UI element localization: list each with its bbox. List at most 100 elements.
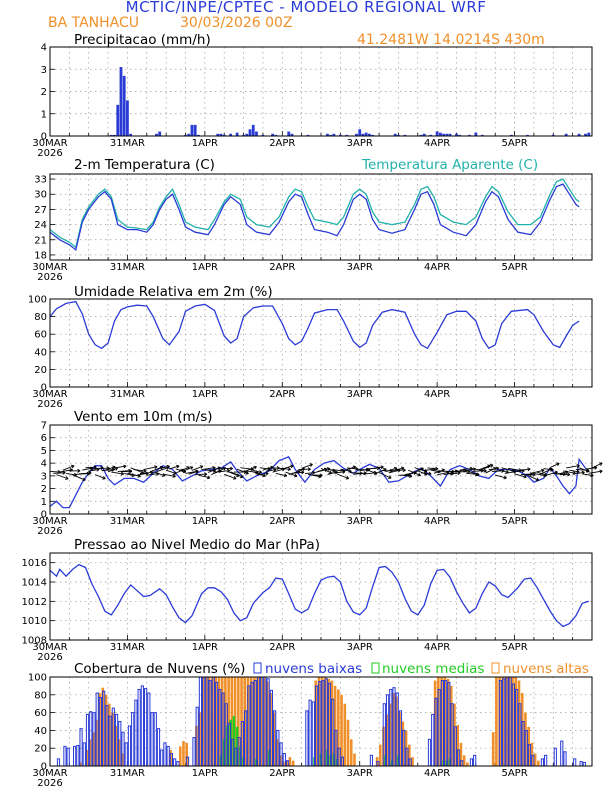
precip-ytick-label: 4 [41,43,47,54]
wind-arrow [359,469,371,472]
mslp-xtick-label: 5APR [501,642,527,653]
wind-arrow [227,470,240,477]
precip-bar [184,134,187,136]
mslp-xtick-label: 3APR [347,642,373,653]
precip-bar [261,134,265,136]
wind-arrows [49,462,603,482]
wind-arrow [72,474,86,481]
wind-arrow [156,466,170,473]
cloud-bar-high [353,753,356,766]
wind-arrow [327,471,338,475]
wind-arrow [153,471,166,477]
wind-arrow-head [129,469,133,474]
wind-arrow [178,466,190,472]
wind-arrow-head [195,470,199,474]
wind-arrow-head [294,473,298,478]
wind-arrow [56,474,69,480]
cloud-bar-low [56,758,61,767]
wind-arrow [117,470,132,472]
cloud-bar-high [237,677,240,766]
wind-arrow [437,471,449,476]
wind-arrow-head [576,469,580,474]
wind-arrow [243,466,257,473]
precip-bar [306,134,310,136]
wind-arrow-head [527,467,531,472]
wind-arrow [543,468,554,471]
wind-arrow-head [489,464,494,468]
wind-arrow-head [77,468,81,473]
precip-bar [577,133,581,136]
header-title: MCTIC/INPE/CPTEC - MODELO REGIONAL WRF [126,0,487,16]
wind-arrow [62,465,75,471]
mslp-panel: 1008 1010 1012 1014 1016 30MAR 31MAR 1APR 2APR 3A… [22,552,593,663]
wind-arrow [511,470,525,473]
wind-arrow-head [543,472,548,477]
precip-bar [403,134,407,136]
header-coords: 41.2481W 14.0214S 430m [357,32,545,48]
wind-arrow [488,467,499,471]
cloud-bar-high [537,760,540,766]
cloud-bar-high [343,703,347,766]
wind-arrow [253,471,266,477]
wind-arrow-head [172,474,176,478]
cloud-bar-high [462,755,466,766]
clouds-ytick-label: 80 [34,690,47,701]
precip-bar [584,133,587,136]
wind-arrow-head [65,476,69,480]
mslp-ytick-label: 1010 [22,616,47,627]
wind-arrow [517,468,531,472]
clouds-xtick-label: 30MAR [32,768,67,779]
wind-arrow [104,466,116,471]
wind-xtick-label: 2APR [269,516,295,527]
wind-ytick-label: 0 [41,510,47,521]
wind-arrow-head [283,473,288,478]
rh-panel: 0 20 40 60 80 100 30MAR 31MAR 1APR 2APR 3APR 4APR 5A… [28,295,593,410]
wind-arrow [88,468,100,472]
precip-bar [129,133,133,136]
wind-arrow-head [70,464,75,469]
wind-arrow [449,472,461,475]
cloud-bar-low [79,728,83,767]
wind-arrow-head [82,477,86,482]
precip-ytick-label: 3 [41,65,47,76]
precip-bar [355,133,358,136]
precip-xtick-label: 30MAR [32,138,67,149]
wind-arrow [401,474,413,477]
cloud-bar-high [185,742,188,766]
temp-title: 2-m Temperatura (C) [74,157,215,173]
temp-ytick-label: 18 [34,250,47,261]
clouds-year-label: 2026 [37,778,62,789]
wind-arrow-head [319,473,323,478]
cloud-bar-high [491,732,495,766]
cloud-bar-high [288,757,292,766]
wind-arrow-head [206,475,211,480]
temp-xtick-label: 30MAR [32,262,67,273]
mslp-frame [49,552,593,641]
mslp-xtick-label: 1APR [192,642,218,653]
wind-ytick-label: 6 [41,433,47,444]
clouds-ytick-label: 100 [28,673,47,684]
wind-arrow [79,472,92,475]
precip-bar [338,134,342,136]
wind-arrow-head [253,465,257,470]
wind-arrow [146,473,160,476]
wind-arrow-head [176,464,180,469]
precip-bar [332,133,336,136]
cloud-bar-low [73,745,77,767]
cloud-bar-low [579,761,583,767]
wind-arrow [578,467,590,473]
wind-arrow [127,472,141,477]
precip-bar [480,134,484,136]
temp-xtick-label: 5APR [501,262,527,273]
wind-arrow [85,466,97,469]
precip-title: Precipitacao (mm/h) [74,32,211,48]
precip-xtick-label: 4APR [424,138,450,149]
precip-bar [109,134,113,136]
wind-panel: 0 1 2 34 5 67 30MAR 31MAR 1APR 2APR 3APR 4APR 5APR 20… [32,421,603,537]
clouds-xtick-label: 2APR [269,768,295,779]
precip-bar [113,134,116,136]
wind-arrow [469,471,480,476]
mslp-ytick-label: 1014 [22,578,47,589]
precip-bar [216,133,220,136]
cloud-bar-low [560,740,564,767]
